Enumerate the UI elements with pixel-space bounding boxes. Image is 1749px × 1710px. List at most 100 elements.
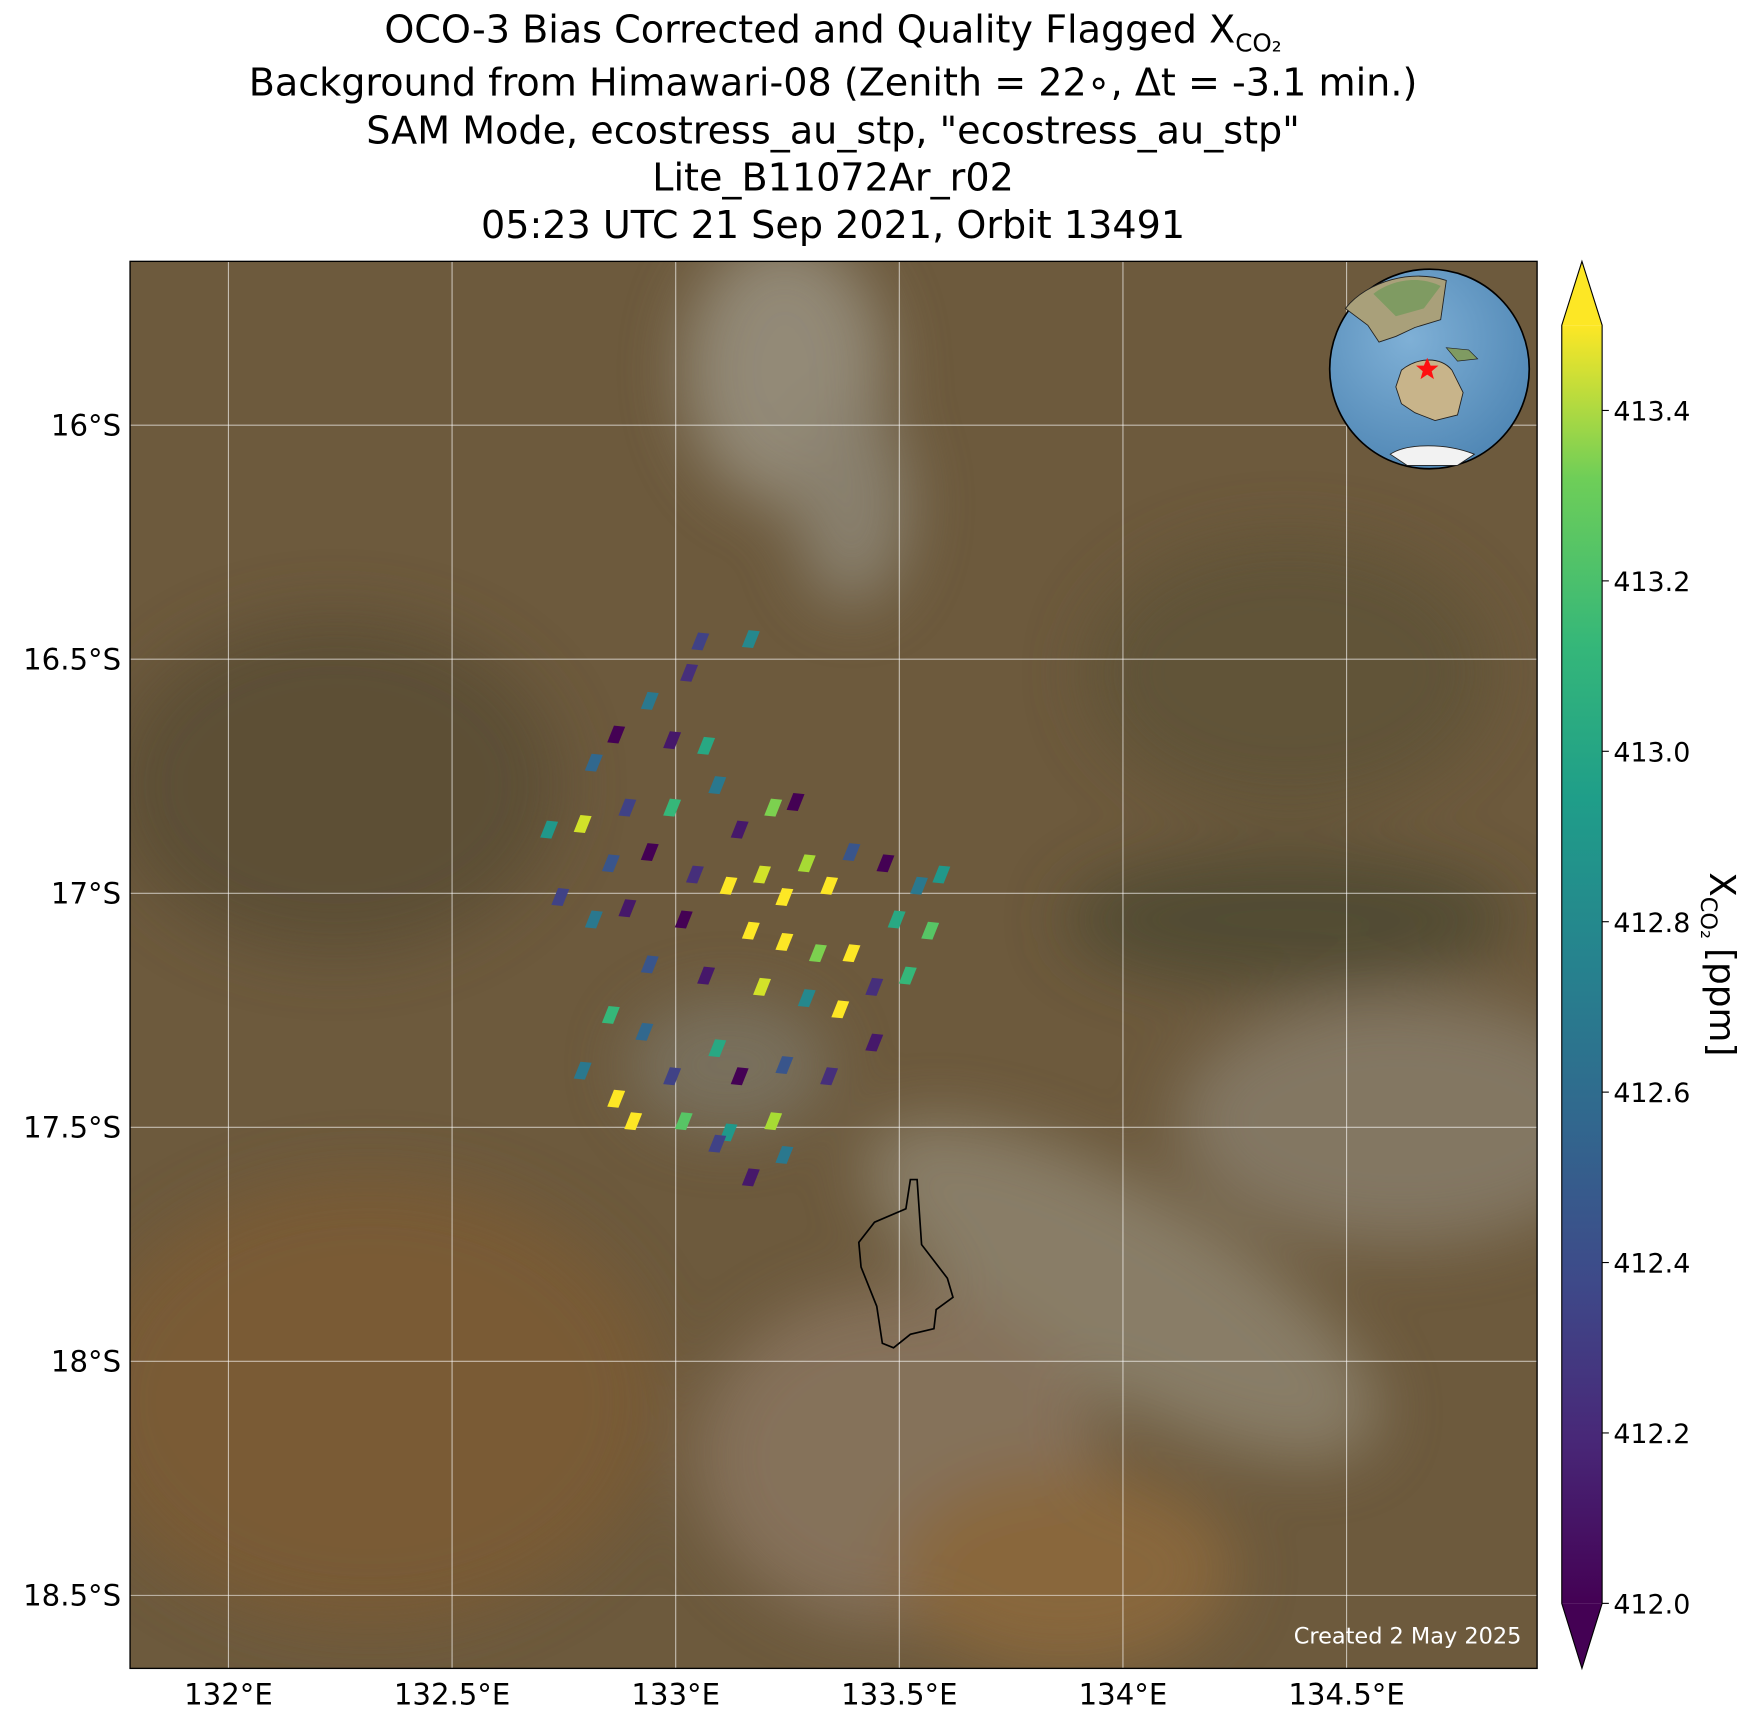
x-tick-label: 132°E xyxy=(184,1677,273,1710)
x-tick-label: 133°E xyxy=(631,1677,720,1710)
title-main: OCO-3 Bias Corrected and Quality Flagged… xyxy=(384,8,1235,52)
sounding xyxy=(607,1089,626,1108)
colorbar-label-symbol: X xyxy=(1701,872,1742,897)
colorbar-tick-label: 412.8 xyxy=(1613,908,1690,939)
colorbar-tick-label: 413.4 xyxy=(1613,397,1690,428)
sounding xyxy=(640,843,659,862)
sounding xyxy=(775,888,794,906)
sounding xyxy=(730,820,749,839)
sounding xyxy=(708,1039,727,1058)
subtitle-line: 05:23 UTC 21 Sep 2021, Orbit 13491 xyxy=(481,203,1185,247)
sounding xyxy=(708,776,727,795)
sounding xyxy=(607,725,626,744)
sounding xyxy=(797,989,816,1008)
title-subscript: CO₂ xyxy=(1235,29,1282,58)
sounding xyxy=(618,899,637,918)
footnote: Created 2 May 2025 xyxy=(1294,1624,1522,1650)
sounding xyxy=(719,876,738,895)
sounding xyxy=(663,798,682,817)
sounding xyxy=(775,1145,794,1164)
sounding xyxy=(680,663,699,682)
sounding xyxy=(573,1061,592,1080)
sounding xyxy=(674,910,693,929)
sounding xyxy=(831,1000,850,1019)
y-tick-label: 17°S xyxy=(51,876,121,910)
y-tick-label: 17.5°S xyxy=(23,1110,121,1144)
colorbar-tick-label: 412.6 xyxy=(1613,1078,1690,1109)
sounding xyxy=(691,632,710,651)
sounding xyxy=(697,966,716,985)
sounding xyxy=(601,1005,620,1024)
sounding xyxy=(876,854,895,873)
sounding xyxy=(551,888,570,906)
sounding xyxy=(618,798,637,817)
sounding xyxy=(910,876,928,895)
sounding xyxy=(584,753,603,772)
x-tick-label: 133.5°E xyxy=(841,1677,957,1710)
y-tick-label: 18°S xyxy=(51,1344,121,1378)
sounding xyxy=(865,977,884,996)
colorbar-extend-high xyxy=(1561,261,1603,326)
colorbar-label-subscript: CO₂ xyxy=(1695,897,1721,939)
sounding xyxy=(842,944,861,963)
sounding xyxy=(584,910,603,929)
sounding xyxy=(786,793,805,811)
colorbar-extend-low xyxy=(1561,1603,1603,1669)
sounding xyxy=(921,921,940,940)
sounding xyxy=(708,1134,727,1153)
sounding xyxy=(865,1033,884,1052)
sounding xyxy=(753,977,771,996)
sounding xyxy=(887,910,906,929)
sounding xyxy=(635,1022,654,1041)
sounding xyxy=(540,820,559,839)
sounding xyxy=(624,1112,643,1131)
sounding xyxy=(601,854,620,873)
sounding xyxy=(674,1112,693,1131)
colorbar-tick-label: 412.2 xyxy=(1613,1419,1690,1450)
colorbar-tick-label: 413.2 xyxy=(1613,567,1690,598)
sounding xyxy=(640,691,659,710)
colorbar-tick-label: 413.0 xyxy=(1613,737,1690,768)
globe-inset xyxy=(1328,268,1531,470)
colorbar-label-unit: [ppm] xyxy=(1701,948,1742,1056)
subtitle-line: Lite_B11072Ar_r02 xyxy=(652,156,1014,200)
colorbar-tick-label: 412.0 xyxy=(1613,1589,1690,1620)
x-tick-label: 132.5°E xyxy=(394,1677,510,1710)
sounding xyxy=(741,921,760,940)
colorbar: 412.0 412.2 412.4 412.6 412.8 413.0 413.2 413.4 xyxy=(1561,259,1690,1671)
y-tick-label: 18.5°S xyxy=(23,1578,121,1612)
sounding xyxy=(898,966,917,985)
sounding xyxy=(753,865,771,884)
sounding xyxy=(775,1056,794,1075)
colorbar-gradient xyxy=(1561,325,1603,1604)
sounding xyxy=(730,1067,749,1086)
subtitle-line: Background from Himawari-08 (Zenith = 22… xyxy=(249,60,1418,104)
sounding xyxy=(932,865,951,884)
sounding xyxy=(820,1067,839,1086)
title: OCO-3 Bias Corrected and Quality Flagged… xyxy=(384,8,1281,58)
sounding xyxy=(663,731,682,750)
sounding xyxy=(573,815,592,833)
sounding xyxy=(764,798,783,817)
colorbar-tick-label: 412.4 xyxy=(1613,1249,1690,1280)
sounding xyxy=(663,1067,682,1086)
sounding xyxy=(797,854,816,873)
colorbar-label: XCO₂ [ppm] xyxy=(1695,872,1742,1056)
sounding xyxy=(820,876,839,895)
sounding xyxy=(741,1168,760,1187)
sounding xyxy=(685,865,704,884)
sounding xyxy=(764,1112,783,1131)
map-background xyxy=(130,261,1538,1669)
sounding xyxy=(842,843,861,862)
sounding xyxy=(640,955,659,974)
sounding xyxy=(741,630,760,649)
map-frame xyxy=(129,260,1538,1670)
subtitle-line: SAM Mode, ecostress_au_stp, "ecostress_a… xyxy=(366,109,1300,153)
target-outline xyxy=(857,1178,954,1349)
x-tick-label: 134°E xyxy=(1079,1677,1168,1710)
y-tick-label: 16°S xyxy=(51,408,121,442)
sounding xyxy=(697,736,716,755)
soundings xyxy=(540,630,951,1187)
